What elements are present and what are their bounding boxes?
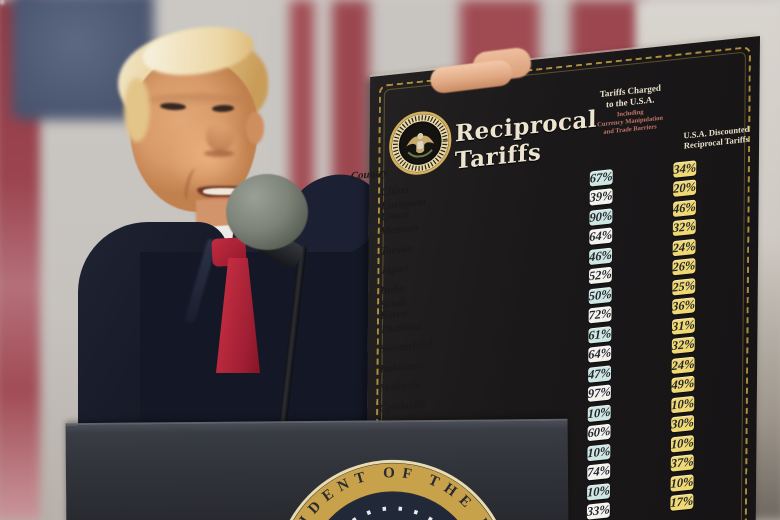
charged-tariff-value: 10% [587, 404, 611, 422]
discounted-tariff-value: 34% [673, 159, 697, 178]
discounted-tariff-value: 20% [673, 179, 697, 197]
discounted-tariff-value: 30% [671, 414, 695, 433]
country-name: South Korea [379, 295, 408, 322]
discounted-tariff-value: 31% [671, 316, 695, 335]
charged-tariff-value: 90% [589, 207, 613, 226]
teeth [203, 188, 243, 195]
podium: SIDENT OF THE U [65, 418, 569, 520]
charged-tariff-value: 67% [589, 168, 613, 187]
discounted-tariff-value: 49% [671, 375, 695, 394]
charged-tariff-value: 10% [587, 482, 610, 501]
country-name: Taiwan [380, 241, 414, 258]
country-name: European Union [380, 195, 426, 224]
country-name: India [380, 281, 405, 297]
presidential-seal-icon [389, 111, 452, 175]
charged-tariff-value: 72% [588, 306, 612, 324]
discounted-tariff-value: 36% [672, 297, 696, 315]
country-name: Vietnam [380, 221, 419, 238]
country-label-bar: India [368, 282, 405, 297]
charged-tariff-value: 47% [588, 364, 611, 383]
nose-shadow [204, 150, 234, 157]
reciprocal-tariffs-board: Reciprocal Tariffs Tariffs Charged to th… [351, 36, 760, 520]
country-label-bar: Japan [368, 262, 408, 277]
discounted-tariff-value: 10% [670, 434, 694, 453]
charged-tariff-value: 39% [589, 188, 613, 206]
discounted-tariff-value: 25% [672, 277, 696, 296]
charged-tariff-value: 60% [587, 423, 611, 442]
country-name: China [381, 183, 410, 199]
country-name: Malaysia [379, 378, 421, 395]
flag-stars [0, 0, 4, 4]
discounted-tariff-value: 24% [671, 356, 695, 374]
country-label-bar: Indonesia [367, 358, 425, 375]
charged-tariff-value: 10% [587, 443, 611, 461]
country-name: Thailand [379, 319, 422, 336]
discounted-tariff-value: 24% [672, 238, 696, 256]
charged-tariff-value: 33% [586, 502, 610, 520]
charged-tariff-value: 97% [587, 384, 611, 402]
charged-tariff-value: 74% [587, 463, 611, 481]
country-label-bar: South Korea [368, 296, 407, 322]
country-label-bar: Vietnam [368, 222, 418, 238]
hair-sideburn [124, 78, 150, 142]
charged-tariff-value: 50% [588, 286, 612, 304]
finger [502, 90, 524, 116]
discounted-tariff-value: 17% [670, 493, 694, 511]
discounted-tariff-value: 37% [670, 454, 694, 472]
country-label-bar: Malaysia [367, 378, 421, 395]
discounted-tariff-value: 10% [670, 473, 694, 492]
discounted-tariff-value: 32% [672, 218, 696, 237]
country-label-bar: Taiwan [368, 242, 414, 257]
finger [480, 90, 502, 120]
discounted-tariff-value: 26% [672, 257, 696, 276]
hand-holding-board [426, 44, 545, 137]
discounted-tariff-value: 32% [671, 336, 695, 354]
charged-tariff-value: 52% [588, 266, 612, 285]
microphone-windscreen [226, 174, 308, 250]
country-label-bar: Switzerland [367, 338, 433, 356]
country-label-bar: Thailand [367, 319, 421, 336]
finger [458, 89, 480, 119]
country-label-bar: Cambodia [367, 397, 425, 414]
charged-tariff-value: 46% [589, 247, 613, 265]
country-label-bar: China [369, 183, 409, 199]
charged-tariff-value: 64% [589, 227, 613, 245]
discounted-tariff-value: 46% [672, 199, 696, 217]
ear [246, 112, 264, 144]
charged-tariff-value: 64% [588, 345, 612, 363]
country-name: Japan [380, 261, 409, 278]
country-label-bar: European Union [368, 196, 426, 224]
discounted-tariff-value: 10% [671, 395, 695, 413]
nose [206, 118, 234, 152]
podium-presidential-seal: SIDENT OF THE U [274, 459, 512, 520]
country-column-header: Country [350, 166, 388, 183]
charged-tariff-value: 61% [588, 325, 612, 344]
